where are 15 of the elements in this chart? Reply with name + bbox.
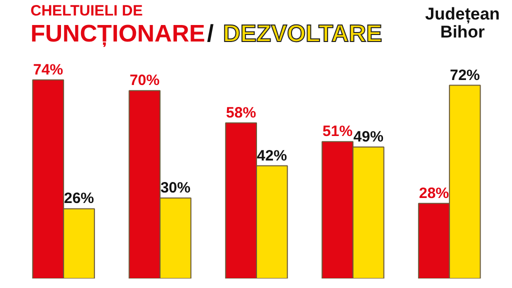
text: Județean Bihor bbox=[425, 4, 500, 42]
data-label: 49% bbox=[353, 128, 384, 146]
data-label: 74% bbox=[33, 61, 64, 78]
series-label: FUNCȚIONARE bbox=[30, 20, 206, 48]
data-label: 26% bbox=[64, 190, 94, 208]
data-label: 51% bbox=[322, 123, 353, 140]
data-label: 30% bbox=[160, 180, 190, 196]
chart-title: CHELTUIELI DE bbox=[30, 2, 143, 20]
data-label: 42% bbox=[256, 147, 287, 164]
data-label: 72% bbox=[450, 66, 480, 84]
text: / bbox=[207, 20, 214, 48]
data-label: 58% bbox=[226, 104, 256, 122]
data-label: 70% bbox=[130, 72, 160, 90]
text: DEZVOLTARE bbox=[223, 20, 382, 48]
data-label: 28% bbox=[418, 184, 450, 202]
